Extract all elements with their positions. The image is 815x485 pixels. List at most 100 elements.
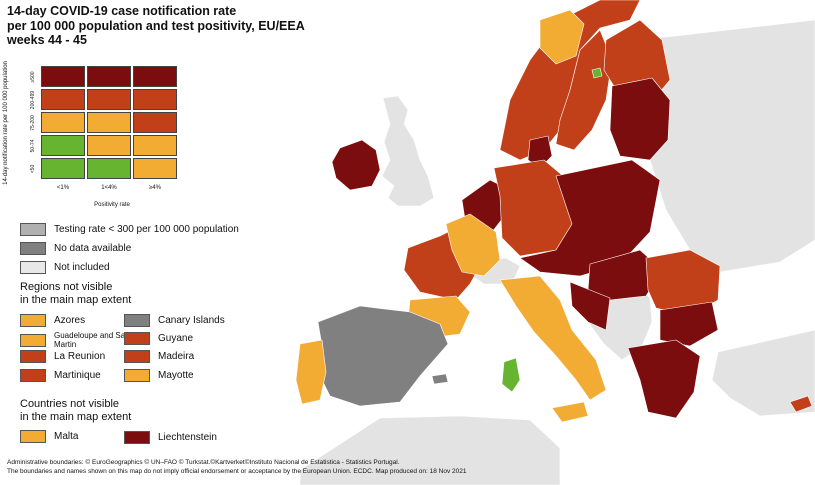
portugal — [295, 339, 327, 405]
swatch-liechtenstein — [124, 431, 150, 444]
matrix-column-label: <1% — [56, 185, 70, 191]
legend-no-data: No data available — [20, 242, 131, 255]
swatch-mayotte — [124, 369, 150, 382]
aland-island — [591, 67, 603, 79]
matrix-cell — [87, 112, 131, 133]
cyprus — [789, 395, 813, 413]
legend-testing-rate: Testing rate < 300 per 100 000 populatio… — [20, 223, 239, 236]
legend-label-guadeloupe: Guadeloupe and Saint Martin — [54, 331, 134, 349]
swatch-azores — [20, 314, 46, 327]
france-east-orange — [445, 213, 501, 277]
matrix-cell — [87, 158, 131, 179]
legend-madeira: Madeira — [124, 350, 194, 363]
matrix-band-label: 50-74 — [30, 139, 36, 153]
matrix-cell — [41, 89, 85, 110]
legend-label-testing-rate: Testing rate < 300 per 100 000 populatio… — [54, 224, 239, 235]
sardinia — [501, 357, 521, 393]
swatch-malta — [20, 430, 46, 443]
legend-azores: Azores — [20, 314, 85, 327]
legend-label-la-reunion: La Reunion — [54, 351, 106, 362]
matrix-cell — [87, 135, 131, 156]
legend-label-no-data: No data available — [54, 243, 132, 254]
legend-guadeloupe: Guadeloupe and Saint Martin — [20, 331, 134, 349]
countries-heading: Countries not visible in the main map ex… — [20, 398, 131, 424]
sicily — [551, 401, 589, 423]
regions-heading-line-2: in the main map extent — [20, 294, 132, 306]
title-line-1: 14-day COVID-19 case notification rate — [7, 4, 237, 18]
non-eu-east-land — [639, 19, 815, 273]
baltics — [609, 77, 671, 161]
balearic-islands — [431, 373, 449, 385]
legend-la-reunion: La Reunion — [20, 350, 105, 363]
matrix-cell — [133, 66, 177, 87]
matrix-y-axis-title: 14-day notification rate per 100 000 pop… — [3, 61, 9, 185]
legend-label-azores: Azores — [54, 315, 86, 326]
swatch-martinique — [20, 369, 46, 382]
map-footer: Administrative boundaries: © EuroGeograp… — [7, 459, 467, 476]
legend-mayotte: Mayotte — [124, 369, 194, 382]
matrix-cell — [87, 66, 131, 87]
swatch-guadeloupe — [20, 333, 46, 347]
legend-label-malta: Malta — [54, 431, 79, 442]
swatch-canary-islands — [124, 314, 150, 327]
matrix-cell — [133, 112, 177, 133]
matrix-cell — [41, 112, 85, 133]
matrix-cell — [41, 158, 85, 179]
germany — [493, 159, 573, 257]
legend-not-included: Not included — [20, 261, 110, 274]
italy — [499, 275, 607, 401]
legend-guyane: Guyane — [124, 332, 193, 345]
legend-label-guyane: Guyane — [158, 333, 194, 344]
swatch-not-included — [20, 261, 46, 274]
matrix-cell — [133, 135, 177, 156]
swatch-testing-rate — [20, 223, 46, 236]
matrix-column-label: 1<4% — [101, 185, 117, 191]
matrix-band-label: 75-200 — [30, 115, 36, 131]
poland-czechia-austria — [519, 159, 661, 277]
bulgaria — [659, 301, 719, 347]
matrix-cell — [87, 89, 131, 110]
regions-heading: Regions not visible in the main map exte… — [20, 281, 131, 307]
sweden — [555, 29, 613, 151]
countries-heading-line-1: Countries not visible — [20, 398, 120, 410]
matrix-band-label: 200-499 — [30, 90, 36, 110]
matrix-x-axis-title: Positivity rate — [94, 202, 130, 208]
uk-land — [381, 95, 435, 207]
legend-malta: Malta — [20, 430, 78, 443]
legend-liechtenstein: Liechtenstein — [124, 431, 217, 444]
countries-heading-line-2: in the main map extent — [20, 411, 132, 423]
title-line-2: per 100 000 population and test positivi… — [7, 18, 305, 33]
legend-label-canary-islands: Canary Islands — [158, 315, 225, 326]
matrix-cell — [41, 135, 85, 156]
matrix-cell — [133, 89, 177, 110]
legend-canary-islands: Canary Islands — [124, 314, 225, 327]
matrix-cell — [133, 158, 177, 179]
norway-orange — [539, 9, 585, 65]
swatch-guyane — [124, 332, 150, 345]
legend-label-liechtenstein: Liechtenstein — [158, 432, 217, 443]
turkey-land — [711, 329, 815, 417]
legend-label-not-included: Not included — [54, 262, 110, 273]
footer-line-2: The boundaries and names shown on this m… — [7, 467, 467, 475]
north-africa-land — [299, 415, 561, 485]
matrix-band-label: <50 — [30, 164, 36, 174]
ireland — [331, 139, 381, 191]
slovenia-croatia — [569, 281, 611, 331]
spain — [317, 305, 449, 407]
legend-label-madeira: Madeira — [158, 351, 195, 362]
swatch-madeira — [124, 350, 150, 363]
legend-label-mayotte: Mayotte — [158, 370, 194, 381]
legend-martinique: Martinique — [20, 369, 101, 382]
regions-heading-line-1: Regions not visible — [20, 281, 113, 293]
legend-label-martinique: Martinique — [54, 370, 101, 381]
swatch-no-data — [20, 242, 46, 255]
matrix-cell — [41, 66, 85, 87]
footer-line-1: Administrative boundaries: © EuroGeograp… — [7, 459, 400, 466]
matrix-column-label: ≥4% — [149, 185, 161, 191]
matrix-band-label: ≥500 — [30, 71, 36, 83]
greece — [627, 339, 701, 419]
title-line-3: weeks 44 - 45 — [7, 33, 87, 47]
map-title: 14-day COVID-19 case notification rate p… — [7, 4, 305, 48]
